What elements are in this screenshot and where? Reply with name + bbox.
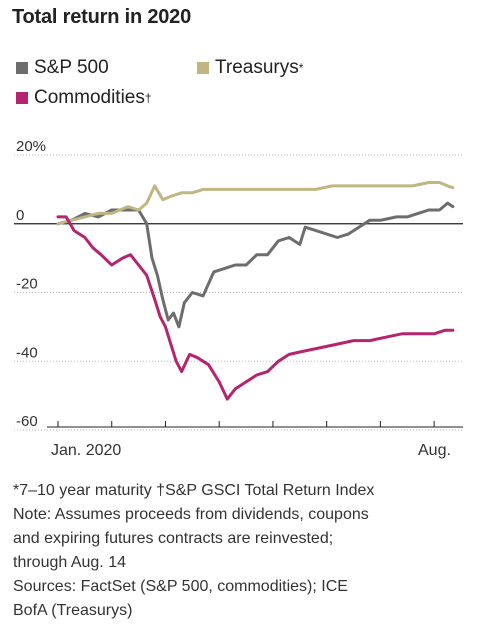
y-tick-label: -40 [16,344,38,361]
note-line: Note: Assumes proceeds from dividends, c… [13,506,369,523]
note-line: BofA (Treasurys) [13,602,133,619]
chart-title: Total return in 2020 [12,6,192,28]
y-tick-label: 0 [16,207,24,224]
note-line: through Aug. 14 [13,554,126,571]
legend-marker-commodities: † [144,91,152,105]
note-line: Sources: FactSet (S&P 500, commodities);… [13,578,348,595]
legend-label-sp500: S&P 500 [34,57,109,78]
legend-item-commodities: Commodities † [16,87,152,109]
legend-swatch-commodities [16,92,28,104]
legend-item-sp500: S&P 500 [16,57,109,79]
legend-swatch-treasurys [197,62,209,74]
series-line-s-p-500 [56,201,455,329]
line-chart: 20% 0 -20 -40 -60 Jan. 2020 Aug. [14,138,463,459]
x-tick-label: Jan. 2020 [51,442,121,459]
y-tick-label: -20 [16,276,38,293]
y-tick-label: -60 [16,413,38,430]
series-line-commodities [56,215,455,401]
legend-item-treasurys: Treasurys * [197,57,303,79]
note-line: and expiring futures contracts are reinv… [13,530,334,547]
chart-notes: *7–10 year maturity †S&P GSCI Total Retu… [13,479,473,623]
legend-marker-treasurys: * [298,61,304,75]
x-tick-label: Aug. [418,442,451,459]
legend-label-treasurys: Treasurys [215,57,299,78]
series-line-treasurys [56,181,455,226]
note-line: *7–10 year maturity †S&P GSCI Total Retu… [13,482,375,499]
legend-label-commodities: Commodities [34,87,145,108]
legend-swatch-sp500 [16,62,28,74]
y-tick-label: 20% [16,138,46,155]
